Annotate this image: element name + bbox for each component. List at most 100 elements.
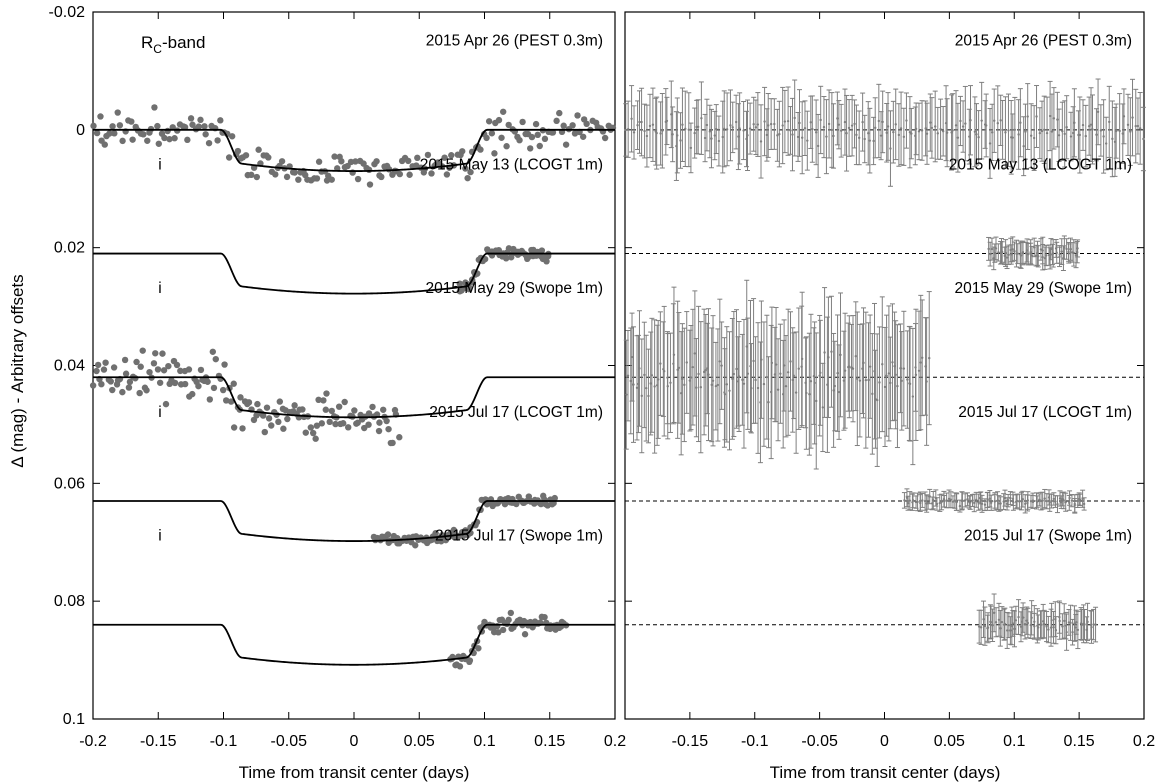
residual-point	[857, 136, 861, 140]
residual-point	[732, 372, 736, 376]
data-point	[498, 134, 505, 141]
data-point	[181, 123, 189, 131]
residual-point	[756, 123, 760, 126]
data-point	[378, 173, 385, 181]
data-point	[173, 361, 181, 369]
residual-point	[1063, 246, 1066, 249]
residual-point	[973, 130, 977, 134]
data-point	[126, 378, 134, 386]
data-point	[307, 424, 315, 431]
residual-point	[1015, 499, 1019, 503]
residual-point	[741, 378, 744, 382]
residual-point	[640, 394, 643, 398]
residual-point	[728, 389, 731, 392]
residual-point	[1019, 625, 1023, 628]
data-point	[485, 118, 493, 125]
residual-point	[638, 120, 641, 124]
residual-point	[1043, 257, 1047, 260]
data-point	[491, 150, 498, 157]
data-point	[413, 162, 420, 169]
residual-point	[900, 379, 903, 383]
data-point	[354, 175, 362, 183]
residual-point	[941, 130, 945, 133]
residual-point	[853, 122, 856, 126]
data-point	[376, 419, 383, 426]
residual-point	[837, 390, 841, 394]
residual-point	[1018, 500, 1021, 503]
residual-point	[1013, 128, 1017, 131]
residual-point	[867, 132, 870, 135]
residual-point	[908, 382, 912, 386]
data-point	[156, 379, 164, 386]
residual-point	[910, 132, 913, 135]
residual-point	[720, 364, 723, 367]
residual-point	[1021, 616, 1025, 619]
data-point	[501, 500, 509, 508]
y-tick-label: 0.06	[54, 475, 85, 492]
residual-point	[806, 139, 809, 142]
residual-point	[966, 498, 969, 501]
residual-point	[723, 393, 727, 396]
residual-point	[737, 375, 741, 378]
data-point	[206, 396, 214, 403]
data-point	[195, 382, 202, 390]
residual-point	[786, 371, 790, 374]
residual-point	[773, 122, 776, 126]
x-tick-label-left: 0	[350, 733, 359, 750]
residual-point	[861, 120, 864, 124]
data-point	[543, 258, 550, 265]
model-curve	[93, 252, 615, 295]
residual-point	[765, 375, 769, 379]
data-point	[265, 154, 272, 161]
residual-point	[1118, 129, 1121, 133]
x-tick-label-right: 0.1	[1003, 733, 1025, 750]
data-point	[339, 420, 347, 427]
residual-point	[1054, 629, 1058, 632]
data-point	[165, 362, 172, 370]
data-point	[291, 169, 298, 176]
residual-point	[867, 378, 870, 382]
residual-point	[1001, 128, 1004, 132]
residual-point	[851, 367, 855, 370]
residual-point	[1058, 619, 1061, 623]
residual-point	[734, 120, 738, 124]
residual-point	[754, 126, 758, 129]
series-label-right: 2015 Jul 17 (LCOGT 1m)	[958, 404, 1132, 421]
residual-point	[979, 626, 983, 629]
residual-point	[671, 133, 674, 136]
x-tick-label-right: -0.1	[741, 733, 769, 750]
residual-point	[975, 498, 978, 502]
residual-point	[894, 373, 897, 376]
residual-point	[1050, 499, 1053, 503]
residual-point	[892, 130, 895, 134]
residual-point	[760, 358, 763, 361]
data-point	[302, 429, 309, 436]
data-point	[318, 420, 326, 427]
residual-point	[879, 134, 883, 137]
residual-point	[1030, 616, 1033, 619]
residual-point	[999, 119, 1002, 122]
data-point	[499, 108, 507, 115]
residual-point	[903, 499, 906, 502]
residual-point	[872, 139, 875, 143]
data-point	[181, 380, 189, 388]
residual-point	[1058, 497, 1062, 500]
residual-point	[983, 503, 987, 506]
residual-point	[659, 132, 662, 135]
residual-point	[702, 370, 706, 374]
residual-point	[988, 497, 992, 500]
data-point	[328, 407, 336, 415]
residual-point	[1043, 497, 1046, 500]
residual-point	[1060, 250, 1063, 253]
residual-point	[1001, 250, 1004, 254]
residual-point	[1069, 621, 1072, 625]
residual-point	[1076, 247, 1079, 250]
residual-point	[932, 498, 935, 502]
residual-point	[971, 499, 974, 502]
residual-point	[647, 394, 650, 398]
residual-point	[1005, 502, 1009, 506]
data-point	[227, 398, 235, 405]
data-point	[503, 143, 510, 150]
residual-point	[676, 368, 679, 371]
data-point	[210, 384, 218, 392]
